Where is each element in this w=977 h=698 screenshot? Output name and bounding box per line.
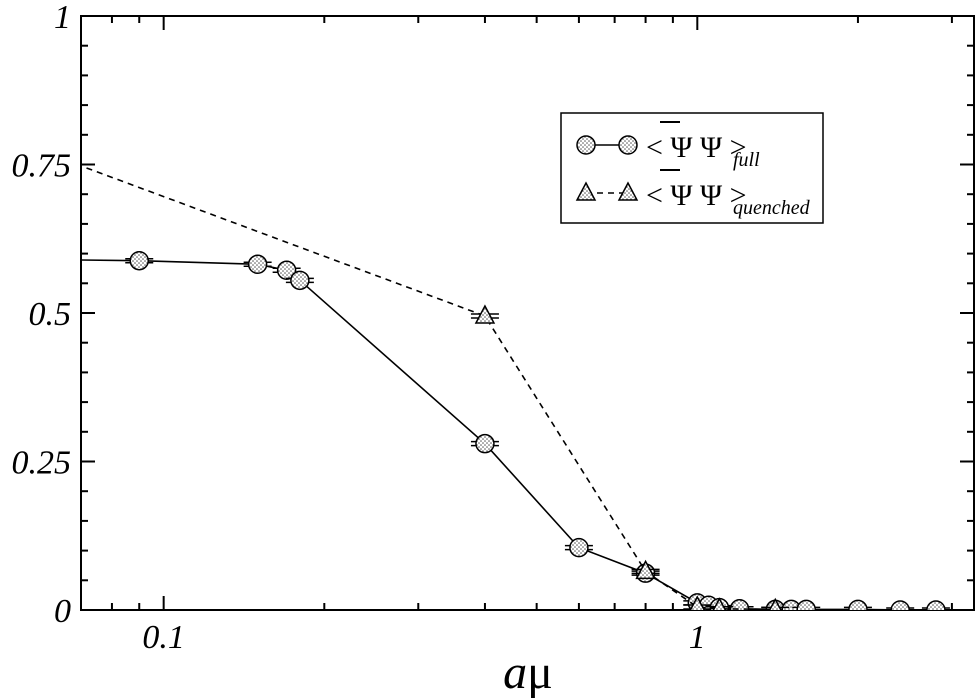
tick-labels: 0.1 1 0 0.25 0.5 0.75 1: [12, 0, 706, 656]
series-line-quenched: [81, 165, 776, 610]
data-point-triangle: [712, 597, 727, 610]
ticks: [81, 15, 974, 611]
legend-marker-circle: [576, 135, 596, 155]
y-tick-label: 0.5: [29, 296, 72, 333]
data-point-circle: [890, 600, 910, 610]
x-tick-label: 1: [689, 619, 706, 656]
data-point-circle: [475, 433, 495, 454]
legend-marker-triangle: [617, 181, 639, 201]
svg-text:aμ: aμ: [503, 646, 553, 698]
x-axis-title-symbol: μ: [527, 646, 553, 698]
x-axis-title-italic: a: [503, 646, 527, 698]
data-point-circle: [129, 250, 149, 271]
legend-label-quenched: < Ψ Ψ >: [646, 179, 747, 212]
data-point-circle: [290, 270, 310, 291]
data-point-triangle: [474, 304, 496, 324]
y-tick-label: 0.25: [12, 445, 72, 482]
series-quenched: [81, 165, 790, 610]
y-tick-label: 1: [54, 0, 71, 36]
data-point-circle: [796, 599, 816, 610]
plot-frame: [80, 15, 975, 611]
data-point-circle: [569, 537, 589, 558]
legend-marker-triangle: [575, 181, 597, 201]
legend-label-full: < Ψ Ψ >: [646, 131, 747, 164]
legend-entry-quenched: < Ψ Ψ > quenched: [575, 169, 811, 219]
data-point-circle: [848, 599, 868, 610]
data-point-circle: [926, 600, 946, 610]
data-point-circle: [247, 254, 268, 275]
legend-sub-full: full: [733, 149, 760, 171]
data-point-triangle: [768, 597, 782, 610]
legend-sub-quenched: quenched: [733, 197, 811, 219]
legend-box: [560, 112, 824, 224]
x-tick-label: 0.1: [142, 619, 185, 656]
legend: < Ψ Ψ > full < Ψ Ψ > quenched: [560, 112, 824, 224]
x-axis-title: aμ: [503, 646, 553, 698]
legend-marker-circle: [618, 135, 638, 155]
legend-entry-full: < Ψ Ψ > full: [576, 121, 760, 171]
y-tick-label: 0: [54, 593, 71, 630]
series-full: [81, 250, 950, 610]
series-line-full: [81, 259, 936, 610]
data-point-circle: [276, 260, 297, 280]
y-tick-label: 0.75: [12, 148, 72, 185]
axes-frame: [80, 15, 975, 611]
data-point-triangle: [635, 559, 656, 580]
data-point-triangle: [689, 595, 706, 610]
series-layer: [81, 165, 950, 610]
